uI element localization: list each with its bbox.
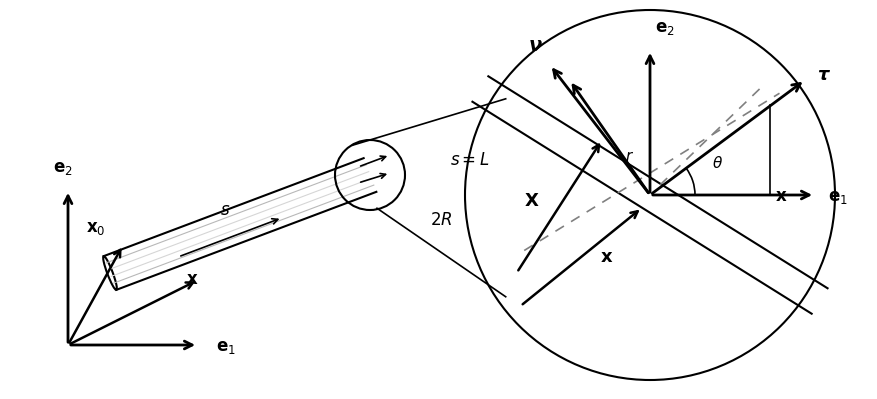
Text: $r$: $r$ bbox=[624, 150, 633, 164]
Text: $\boldsymbol{\nu}$: $\boldsymbol{\nu}$ bbox=[527, 36, 542, 55]
Text: $\mathbf{e}_1$: $\mathbf{e}_1$ bbox=[827, 188, 847, 206]
Text: $\mathbf{X}$: $\mathbf{X}$ bbox=[524, 192, 538, 210]
Text: $s$: $s$ bbox=[220, 201, 230, 219]
Text: $\theta$: $\theta$ bbox=[711, 155, 723, 171]
Text: $\boldsymbol{\tau}$: $\boldsymbol{\tau}$ bbox=[816, 66, 830, 84]
Text: $\mathbf{x}$: $\mathbf{x}$ bbox=[774, 187, 787, 205]
Text: $\mathbf{x}$: $\mathbf{x}$ bbox=[600, 247, 613, 265]
Text: $s = L$: $s = L$ bbox=[450, 151, 488, 169]
Text: $\mathbf{e}_2$: $\mathbf{e}_2$ bbox=[654, 19, 674, 37]
Text: $\mathbf{e}_1$: $\mathbf{e}_1$ bbox=[216, 338, 236, 356]
Text: $\mathbf{e}_2$: $\mathbf{e}_2$ bbox=[53, 159, 73, 177]
Text: $\mathbf{x}_0$: $\mathbf{x}_0$ bbox=[87, 219, 106, 237]
Text: $\mathbf{x}$: $\mathbf{x}$ bbox=[186, 270, 198, 288]
Text: $2R$: $2R$ bbox=[430, 211, 452, 229]
